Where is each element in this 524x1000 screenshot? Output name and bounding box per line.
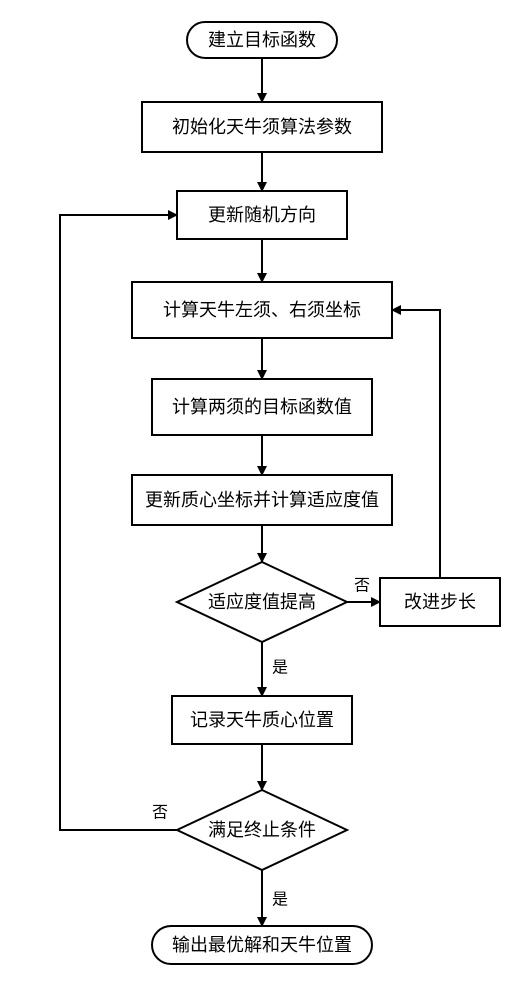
node-label-n5: 计算两须的目标函数值 — [172, 397, 352, 417]
node-label-n10: 满足终止条件 — [208, 820, 316, 840]
flowchart-svg: 否是否是建立目标函数初始化天牛须算法参数更新随机方向计算天牛左须、右须坐标计算两… — [0, 0, 524, 1000]
node-label-n6: 更新质心坐标并计算适应度值 — [145, 490, 379, 510]
node-n1: 建立目标函数 — [187, 22, 337, 58]
node-label-n8: 改进步长 — [404, 592, 476, 612]
edge-label-e7: 否 — [354, 578, 370, 595]
node-label-n2: 初始化天牛须算法参数 — [172, 117, 352, 137]
node-label-n9: 记录天牛质心位置 — [190, 710, 334, 730]
node-n6: 更新质心坐标并计算适应度值 — [132, 475, 392, 525]
node-label-n4: 计算天牛左须、右须坐标 — [163, 300, 361, 320]
node-label-n11: 输出最优解和天牛位置 — [172, 935, 352, 955]
node-label-n7: 适应度值提高 — [208, 592, 316, 612]
edge-label-e12: 是 — [272, 892, 288, 909]
node-n8: 改进步长 — [380, 578, 500, 626]
node-n11: 输出最优解和天牛位置 — [152, 926, 372, 964]
edge-label-e9: 是 — [272, 660, 288, 677]
node-n3: 更新随机方向 — [177, 191, 347, 239]
node-n9: 记录天牛质心位置 — [172, 696, 352, 744]
node-n4: 计算天牛左须、右须坐标 — [132, 282, 392, 338]
node-label-n3: 更新随机方向 — [208, 205, 316, 225]
node-n2: 初始化天牛须算法参数 — [142, 102, 382, 152]
node-n5: 计算两须的目标函数值 — [152, 379, 372, 435]
flowchart-container: 否是否是建立目标函数初始化天牛须算法参数更新随机方向计算天牛左须、右须坐标计算两… — [0, 0, 524, 1000]
node-label-n1: 建立目标函数 — [208, 30, 316, 50]
edge-label-e11: 否 — [152, 805, 168, 822]
